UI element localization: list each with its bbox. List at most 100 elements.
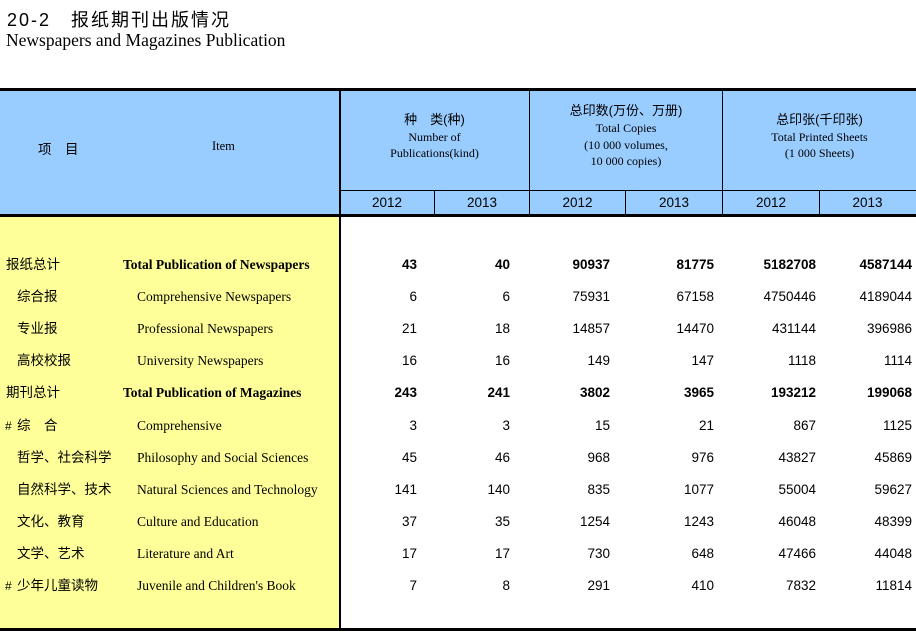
group3-label-cn: 总印张(千印张) [776, 111, 863, 127]
value-cell: 44048 [874, 546, 912, 561]
value-cell: 75931 [572, 289, 610, 304]
value-cell: 21 [401, 321, 417, 336]
value-cell: 4750446 [763, 289, 816, 304]
row-label-cn: 综 合 [17, 418, 58, 433]
value-cell: 55004 [778, 482, 816, 497]
table-row: 文学、艺术 Literature and Art 17 17 730 648 47466 44… [0, 538, 916, 570]
value-cell: 149 [587, 353, 610, 368]
value-cell: 7832 [785, 578, 816, 593]
value-cell: 90937 [572, 257, 610, 272]
row-label-en: Culture and Education [137, 514, 259, 529]
value-cell: 140 [487, 482, 510, 497]
value-cell: 14470 [676, 321, 714, 336]
value-cell: 835 [587, 482, 610, 497]
row-label-en: Total Publication of Newspapers [123, 257, 310, 272]
table-bottom-border [0, 628, 916, 631]
value-cell: 396986 [866, 321, 912, 336]
group3-label-en-line1: Total Printed Sheets [771, 129, 868, 144]
value-cell: 43 [401, 257, 417, 272]
row-label-cn: 文化、教育 [17, 514, 85, 529]
year-row-divider [340, 190, 916, 191]
row-label-cn: 少年儿童读物 [17, 578, 98, 593]
group2-label-en-line2: (10 000 volumes, [584, 137, 668, 152]
group3-divider [722, 91, 723, 214]
table-row: 专业报 Professional Newspapers 21 18 14857 14470… [0, 313, 916, 345]
table-row: 报纸总计 Total Publication of Newspapers 43 40 9… [0, 249, 916, 281]
value-cell: 11814 [875, 578, 912, 593]
value-cell: 14857 [572, 321, 610, 336]
value-cell: 16 [401, 353, 417, 368]
table-row: 期刊总计 Total Publication of Magazines 243 241… [0, 377, 916, 409]
page-title-english: Newspapers and Magazines Publication [6, 30, 286, 50]
row-label-cn: 期刊总计 [6, 385, 60, 400]
group2-label-cn: 总印数(万份、万册) [569, 103, 683, 119]
value-cell: 410 [691, 578, 714, 593]
value-cell: 81775 [676, 257, 714, 272]
row-label-en: Professional Newspapers [137, 321, 274, 336]
value-cell: 243 [394, 385, 417, 400]
value-cell: 3965 [683, 385, 714, 400]
row-label-cn: 高校校报 [17, 353, 71, 368]
value-cell: 17 [494, 546, 510, 561]
value-cell: 47466 [778, 546, 816, 561]
year-header-2012-publications: 2012 [371, 195, 403, 210]
value-cell: 193212 [770, 385, 816, 400]
group2-label-en-line1: Total Copies [595, 121, 657, 136]
table-row: 自然科学、技术 Natural Sciences and Technology 14… [0, 474, 916, 506]
row-label-cn: 自然科学、技术 [17, 482, 112, 497]
value-cell: 431144 [771, 321, 816, 336]
header-bottom-border [0, 214, 916, 217]
value-cell: 18 [494, 321, 510, 336]
value-cell: 45869 [874, 450, 912, 465]
value-cell: 976 [691, 450, 714, 465]
row-label-cn: 文学、艺术 [17, 546, 85, 561]
year-header-2012-copies: 2012 [562, 195, 593, 210]
row-label-en: Comprehensive Newspapers [137, 289, 292, 304]
value-cell: 291 [587, 578, 610, 593]
value-cell: 37 [401, 514, 417, 529]
value-cell: 730 [587, 546, 610, 561]
value-cell: 67158 [676, 289, 714, 304]
value-cell: 4189044 [859, 289, 912, 304]
value-cell: 48399 [874, 514, 912, 529]
row-label-en: Total Publication of Magazines [123, 385, 302, 400]
header-group-total-copies: 总印数(万份、万册) Total Copies (10 000 volumes,… [530, 91, 722, 188]
value-cell: 15 [594, 418, 610, 433]
header-group-total-printed-sheets: 总印张(千印张) Total Printed Sheets (1 000 She… [723, 91, 916, 188]
value-cell: 17 [401, 546, 417, 561]
year-divider-1 [434, 191, 435, 214]
row-label-cn: 报纸总计 [6, 257, 60, 272]
group1-label-en-line1: Number of [408, 129, 461, 144]
value-cell: 147 [691, 353, 714, 368]
header-item-label-cn: 项 目 [38, 142, 79, 157]
group1-label-en-line2: Publications(kind) [390, 146, 479, 160]
table-row: # 少年儿童读物 Juvenile and Children's Book 7 8 291… [0, 570, 916, 602]
value-cell: 21 [698, 418, 714, 433]
value-cell: 1077 [683, 482, 714, 497]
value-cell: 3 [502, 418, 510, 433]
header-item-label-en: Item [212, 139, 235, 153]
row-label-en: Literature and Art [137, 546, 234, 561]
page-title-chinese: 20-2 报纸期刊出版情况 [7, 10, 232, 30]
item-column-background [0, 217, 339, 628]
value-cell: 4587144 [859, 257, 912, 272]
value-cell: 3 [409, 418, 417, 433]
value-cell: 8 [502, 578, 510, 593]
row-label-cn: 专业报 [17, 321, 58, 336]
table-row: 文化、教育 Culture and Education 37 35 1254 1243 46… [0, 506, 916, 538]
header-group-number-of-publications: 种 类(种) Number of Publications(kind) [340, 91, 529, 188]
year-header-2013-copies: 2013 [658, 195, 690, 210]
value-cell: 6 [409, 289, 417, 304]
value-cell: 40 [494, 257, 510, 272]
group3-label-en-line2: (1 000 Sheets) [784, 146, 855, 160]
value-cell: 7 [409, 578, 417, 593]
value-cell: 1114 [883, 353, 912, 368]
table-header-background [0, 91, 916, 214]
value-cell: 45 [401, 450, 417, 465]
row-label-en: Natural Sciences and Technology [137, 482, 318, 497]
value-cell: 1118 [787, 353, 816, 368]
value-cell: 968 [587, 450, 610, 465]
row-label-en: Philosophy and Social Sciences [137, 450, 309, 465]
table-row: 哲学、社会科学 Philosophy and Social Sciences 45 4… [0, 442, 916, 474]
